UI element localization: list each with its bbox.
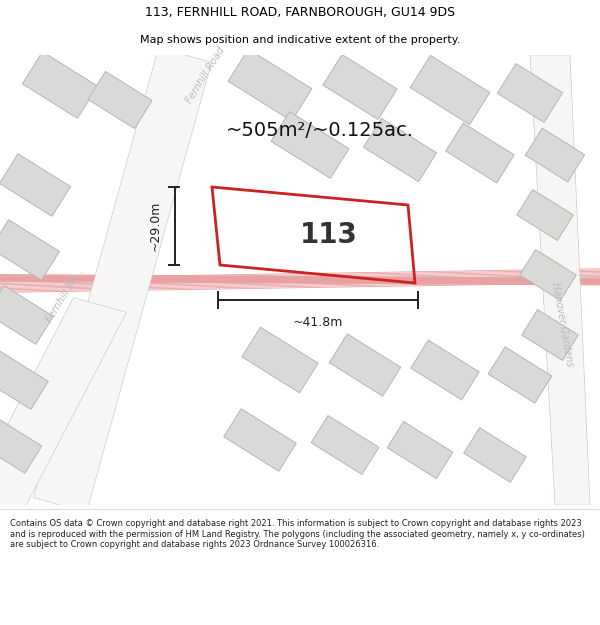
Polygon shape xyxy=(88,71,152,129)
Text: ~505m²/~0.125ac.: ~505m²/~0.125ac. xyxy=(226,121,414,139)
Text: ~41.8m: ~41.8m xyxy=(293,316,343,329)
Text: 113: 113 xyxy=(300,221,358,249)
Polygon shape xyxy=(497,64,563,122)
Polygon shape xyxy=(488,347,552,403)
Polygon shape xyxy=(387,421,453,479)
Text: Hanover Gardens: Hanover Gardens xyxy=(550,282,574,368)
Polygon shape xyxy=(271,112,349,178)
Polygon shape xyxy=(521,309,578,361)
Polygon shape xyxy=(0,417,42,473)
Polygon shape xyxy=(22,52,98,118)
Polygon shape xyxy=(311,416,379,474)
Polygon shape xyxy=(517,189,574,241)
Polygon shape xyxy=(411,340,479,400)
Polygon shape xyxy=(0,154,71,216)
Text: Contains OS data © Crown copyright and database right 2021. This information is : Contains OS data © Crown copyright and d… xyxy=(10,519,585,549)
Polygon shape xyxy=(464,428,526,483)
Text: Fernhill Road: Fernhill Road xyxy=(184,45,226,105)
Polygon shape xyxy=(224,409,296,471)
Polygon shape xyxy=(0,351,49,409)
Polygon shape xyxy=(446,123,514,183)
Polygon shape xyxy=(323,54,397,119)
Polygon shape xyxy=(242,327,318,393)
Polygon shape xyxy=(530,55,590,505)
Polygon shape xyxy=(520,249,577,301)
Text: ~29.0m: ~29.0m xyxy=(149,201,161,251)
Polygon shape xyxy=(526,128,584,182)
Polygon shape xyxy=(329,334,401,396)
Polygon shape xyxy=(410,56,490,124)
Polygon shape xyxy=(34,48,211,512)
Polygon shape xyxy=(0,298,127,562)
Text: 113, FERNHILL ROAD, FARNBOROUGH, GU14 9DS: 113, FERNHILL ROAD, FARNBOROUGH, GU14 9D… xyxy=(145,6,455,19)
Polygon shape xyxy=(364,118,437,182)
Polygon shape xyxy=(228,49,312,121)
Polygon shape xyxy=(0,219,59,281)
Text: Fernhill Ro...: Fernhill Ro... xyxy=(44,266,86,324)
Polygon shape xyxy=(0,286,53,344)
Text: Map shows position and indicative extent of the property.: Map shows position and indicative extent… xyxy=(140,34,460,44)
